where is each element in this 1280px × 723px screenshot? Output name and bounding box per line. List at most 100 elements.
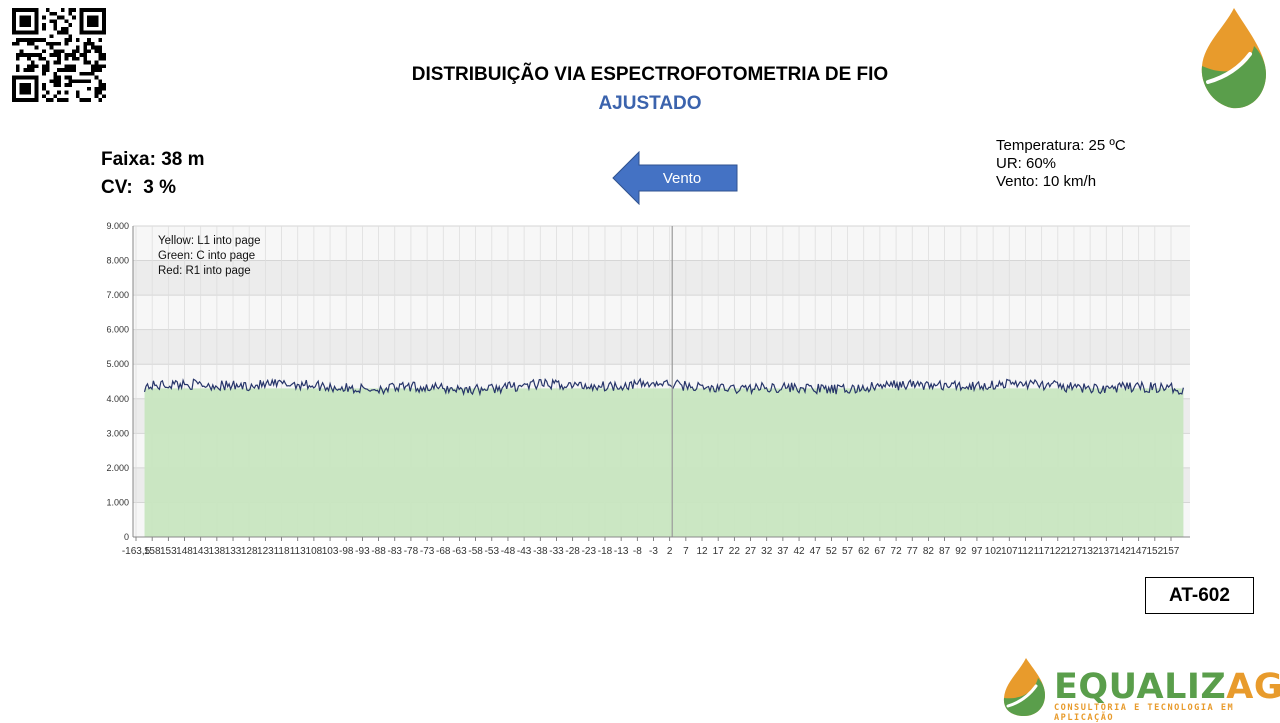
qr-module [68,38,73,42]
qr-module [75,94,80,99]
qr-module [57,90,61,95]
qr-module [72,49,76,54]
qr-module [60,98,65,102]
qr-module [45,8,50,12]
qr-module [15,64,20,69]
qr-module [98,98,103,102]
x-tick-label: 7 [683,546,689,557]
x-tick-label: 102 [985,546,1002,557]
qr-module [83,56,88,61]
qr-module [64,53,69,57]
x-tick-label: 117 [1034,546,1050,557]
qr-module [49,79,54,84]
y-tick-label: 6.000 [106,325,129,335]
qr-module [53,26,58,31]
qr-module [64,38,69,42]
x-tick-label: 62 [858,546,870,557]
x-tick-label: -73 [420,546,435,557]
x-tick-label: 153 [160,546,177,557]
qr-module [98,90,103,95]
qr-module [42,86,46,91]
qr-module [49,98,54,102]
qr-module [98,79,103,84]
x-tick-label: 47 [810,546,822,557]
qr-module [49,19,54,24]
y-tick-label: 0 [124,532,129,542]
qr-module [42,68,46,72]
qr-module [87,86,91,91]
x-tick-label: -23 [582,546,597,557]
y-tick-label: 9.000 [106,221,129,231]
qr-module [87,41,91,46]
x-tick-label: 122 [1049,546,1066,557]
qr-module [57,56,61,61]
qr-module [23,68,28,72]
x-tick-label: 57 [842,546,854,557]
x-tick-label: 127 [1066,546,1083,557]
grid-band [133,260,1190,296]
qr-module [102,83,106,87]
x-tick-label: -68 [436,546,451,557]
qr-module [19,38,24,42]
qr-module [79,53,84,57]
qr-module [49,45,54,50]
qr-module [42,38,46,42]
qr-module [90,68,95,72]
qr-module [90,45,95,50]
qr-module [34,64,39,69]
qr-module [30,53,35,57]
y-tick-label: 4.000 [106,394,129,404]
x-tick-label: -93 [355,546,370,557]
grid-band [133,329,1190,365]
x-tick-label: 92 [955,546,967,557]
wind-arrow-label: Vento [663,170,701,187]
qr-module [90,41,95,46]
qr-module [94,86,99,91]
qr-module [68,68,73,72]
x-tick-label: 103 [322,546,339,557]
qr-module [30,41,35,46]
x-tick-label: -8 [633,546,642,557]
qr-module [68,64,73,69]
x-tick-label: 17 [713,546,725,557]
qr-module [83,49,88,54]
qr-module [83,53,88,57]
qr-module [102,86,106,91]
qr-module [68,11,73,16]
qr-module [60,68,65,72]
qr-module [60,8,65,12]
qr-module [53,75,58,80]
x-tick-label: -53 [485,546,500,557]
qr-module [87,98,91,102]
legend-entry: Green: C into page [158,250,255,262]
qr-module [72,15,76,20]
y-tick-label: 8.000 [106,256,129,266]
x-tick-label: 123 [257,546,274,557]
qr-module [38,53,43,57]
qr-module [42,15,46,20]
qr-module [53,83,58,87]
wind-speed-text: Vento: 10 km/h [996,173,1097,190]
x-tick-label: 133 [225,546,242,557]
qr-module [57,60,61,65]
qr-module [38,56,43,61]
qr-module [57,30,61,35]
x-tick-label: -43 [517,546,532,557]
qr-module [94,68,99,72]
qr-module [42,64,46,69]
page-title: DISTRIBUIÇÃO VIA ESPECTROFOTOMETRIA DE F… [411,64,889,85]
qr-module [98,53,103,57]
qr-module [98,86,103,91]
x-tick-label: -38 [533,546,548,557]
qr-module [68,53,73,57]
qr-module [75,79,80,84]
y-tick-label: 2.000 [106,463,129,473]
qr-finder [87,15,99,27]
qr-module [64,68,69,72]
x-tick-label: -98 [339,546,354,557]
qr-module [64,90,69,95]
qr-module [75,38,80,42]
line-series [143,377,1184,397]
qr-module [102,56,106,61]
drop-logo-icon [1201,8,1266,109]
